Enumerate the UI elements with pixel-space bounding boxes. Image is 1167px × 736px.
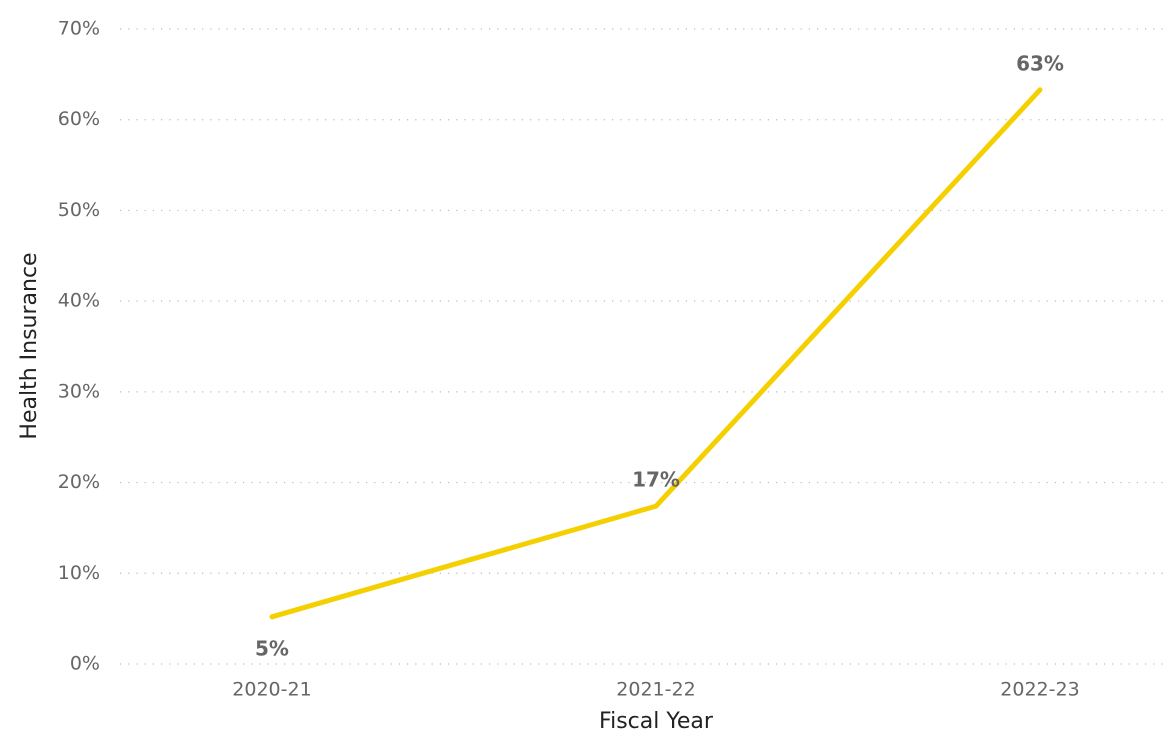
data-label: 63% — [1016, 51, 1064, 75]
y-tick-label: 70% — [58, 18, 100, 40]
y-tick-label: 20% — [58, 471, 100, 493]
y-tick-label: 50% — [58, 199, 100, 221]
data-label: 5% — [255, 636, 289, 660]
data-label: 17% — [632, 468, 680, 492]
y-tick-label: 40% — [58, 290, 100, 312]
y-tick-label: 30% — [58, 380, 100, 402]
y-tick-label: 60% — [58, 108, 100, 130]
line — [269, 87, 1043, 620]
x-tick-label: 2021-22 — [616, 679, 695, 701]
x-tick-label: 2022-23 — [1000, 679, 1079, 701]
x-axis-label: Fiscal Year — [599, 709, 714, 734]
x-tick-label: 2020-21 — [232, 679, 311, 701]
y-axis-label: Health Insurance — [17, 252, 42, 439]
y-tick-label: 0% — [70, 653, 100, 675]
y-tick-label: 10% — [58, 562, 100, 584]
